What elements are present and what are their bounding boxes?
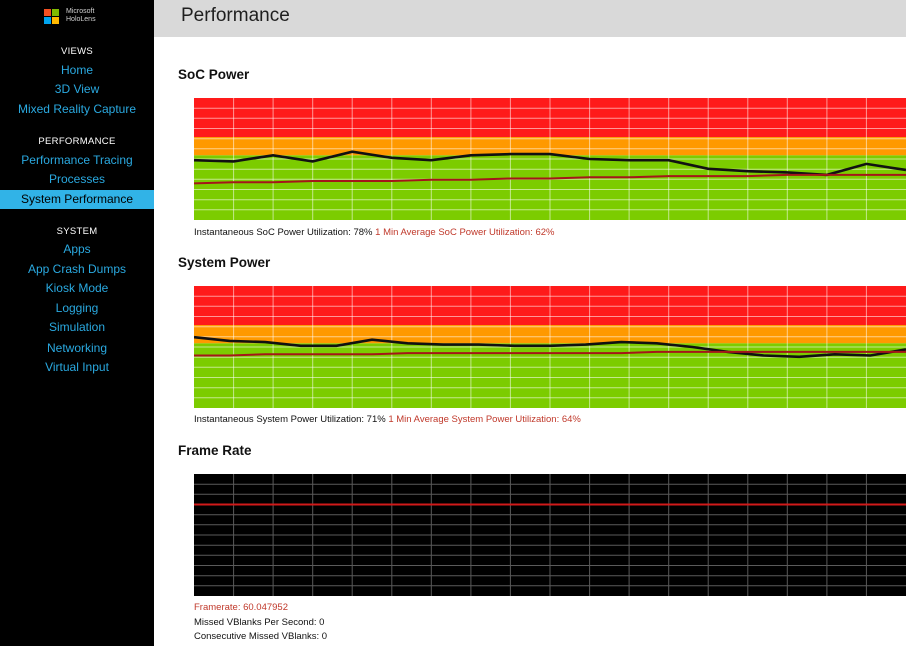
- frame-rate-title: Frame Rate: [178, 443, 252, 458]
- logo-text: Microsoft HoloLens: [66, 8, 96, 23]
- soc-instant-label: Instantaneous SoC Power Utilization: 78%: [194, 227, 373, 238]
- windows-logo-icon: [44, 9, 60, 25]
- system-power-chart: [194, 286, 906, 408]
- header-bar: Performance: [154, 0, 906, 37]
- nav-item-app-crash-dumps[interactable]: App Crash Dumps: [27, 262, 127, 276]
- frame-rate-chart: [194, 474, 906, 596]
- nav-item-logging[interactable]: Logging: [55, 301, 99, 315]
- section-heading-views: VIEWS: [60, 46, 94, 57]
- soc-power-chart-svg: [194, 98, 906, 220]
- nav-item-home[interactable]: Home: [60, 63, 93, 77]
- nav-item-mixed-reality-capture[interactable]: Mixed Reality Capture: [17, 102, 137, 116]
- sidebar: Microsoft HoloLens VIEWS Home 3D View Mi…: [0, 0, 154, 646]
- system-instant-line: [194, 335, 906, 359]
- hololens-logo: Microsoft HoloLens: [44, 8, 114, 26]
- consecutive-missed-vblanks-label: Consecutive Missed VBlanks: 0: [194, 631, 328, 642]
- nav-item-virtual-input[interactable]: Virtual Input: [45, 360, 109, 374]
- nav-item-kiosk-mode[interactable]: Kiosk Mode: [45, 281, 109, 295]
- soc-power-title: SoC Power: [178, 67, 250, 82]
- soc-power-chart: [194, 98, 906, 220]
- nav-item-networking[interactable]: Networking: [46, 341, 108, 355]
- system-instant-label: Instantaneous System Power Utilization: …: [194, 414, 386, 425]
- missed-vblanks-label: Missed VBlanks Per Second: 0: [194, 617, 325, 628]
- soc-instant-line: [194, 150, 906, 177]
- nav-item-apps[interactable]: Apps: [63, 242, 91, 256]
- system-power-stats: Instantaneous System Power Utilization: …: [194, 414, 581, 425]
- soc-power-stats: Instantaneous SoC Power Utilization: 78%…: [194, 227, 555, 238]
- framerate-label: Framerate: 60.047952: [194, 602, 289, 613]
- soc-average-line: [194, 173, 906, 185]
- nav-item-3d-view[interactable]: 3D View: [54, 82, 100, 96]
- section-heading-performance: PERFORMANCE: [38, 136, 116, 147]
- page-title: Performance: [181, 5, 290, 26]
- system-average-line: [194, 350, 906, 357]
- nav-item-system-performance[interactable]: System Performance: [0, 190, 154, 209]
- section-heading-system: SYSTEM: [56, 226, 98, 237]
- soc-average-label: 1 Min Average SoC Power Utilization: 62%: [375, 227, 555, 238]
- nav-item-performance-tracing[interactable]: Performance Tracing: [21, 153, 133, 167]
- nav-item-processes[interactable]: Processes: [48, 172, 106, 186]
- nav-item-simulation[interactable]: Simulation: [48, 320, 106, 334]
- system-power-chart-svg: [194, 286, 906, 408]
- system-average-label: 1 Min Average System Power Utilization: …: [388, 414, 581, 425]
- frame-rate-chart-svg: [194, 474, 906, 596]
- system-power-title: System Power: [178, 255, 271, 270]
